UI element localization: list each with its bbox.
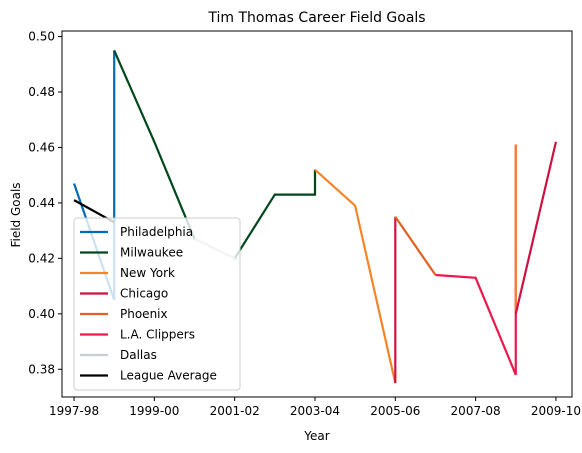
x-tick-label: 1997-98 xyxy=(49,404,99,418)
y-tick-label: 0.46 xyxy=(28,140,55,154)
x-axis-label: Year xyxy=(303,429,329,443)
y-tick-label: 0.48 xyxy=(28,85,55,99)
x-tick-label: 2009-10 xyxy=(531,404,581,418)
y-tick-label: 0.40 xyxy=(28,307,55,321)
x-tick-label: 2007-08 xyxy=(451,404,501,418)
legend-box xyxy=(74,218,240,390)
x-tick-label: 1999-00 xyxy=(129,404,179,418)
chart-title: Tim Thomas Career Field Goals xyxy=(207,10,425,26)
x-tick-label: 2003-04 xyxy=(290,404,340,418)
y-axis-label: Field Goals xyxy=(9,182,23,247)
y-tick-label: 0.42 xyxy=(28,251,55,265)
y-tick-label: 0.50 xyxy=(28,30,55,44)
legend-label-new-york: New York xyxy=(120,266,175,280)
legend-label-league-average: League Average xyxy=(120,369,217,383)
x-tick-label: 2001-02 xyxy=(210,404,260,418)
legend-label-dallas: Dallas xyxy=(120,348,157,362)
y-tick-label: 0.44 xyxy=(28,196,55,210)
legend-label-philadelphia: Philadelphia xyxy=(120,225,193,239)
legend-label-milwaukee: Milwaukee xyxy=(120,246,183,260)
y-tick-label: 0.38 xyxy=(28,362,55,376)
legend-label-phoenix: Phoenix xyxy=(120,307,168,321)
legend-label-l-a-clippers: L.A. Clippers xyxy=(120,328,195,342)
chart-legend: Philadelphia Milwaukee New York Chicago Phoe… xyxy=(74,218,240,390)
x-tick-label: 2005-06 xyxy=(370,404,420,418)
legend-label-chicago: Chicago xyxy=(120,287,168,301)
